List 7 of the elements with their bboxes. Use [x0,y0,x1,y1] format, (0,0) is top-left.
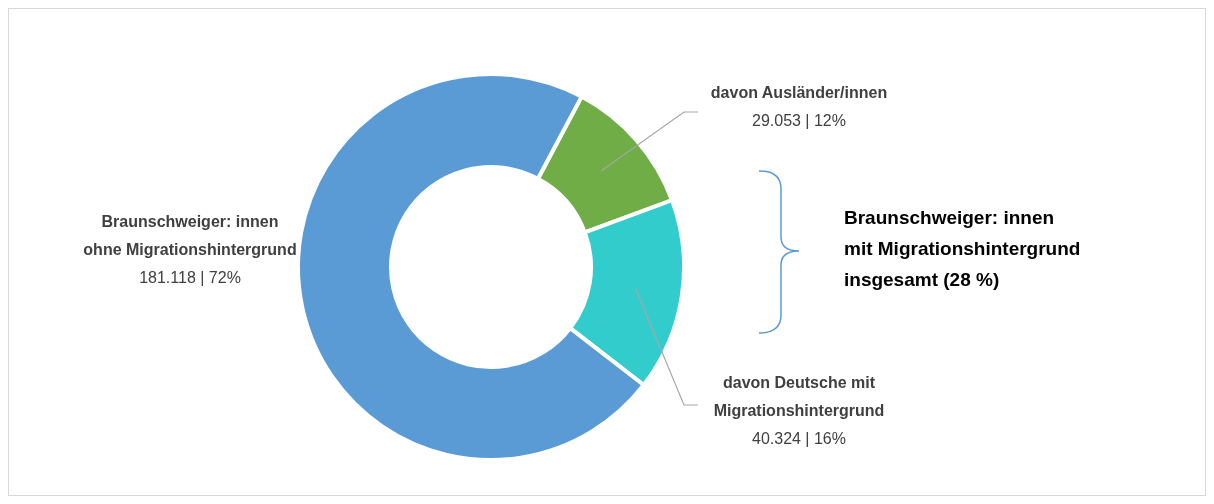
data-label: 29.053 | 12% [751,112,847,129]
text: Braunschweiger: innen mit Migrationshintergrund insgesamt (28 %) [844,207,1081,290]
slice-label: davon Deutsche mit Migrationshintergrund [713,374,885,419]
slice-label: Braunschweiger: innen ohne Migrationshintergrund [83,213,297,258]
slice-label: davon Ausländer/innen [710,84,888,101]
data-label: 181.118 | 72% [139,269,241,286]
data-label: 40.324 | 16% [751,430,847,447]
